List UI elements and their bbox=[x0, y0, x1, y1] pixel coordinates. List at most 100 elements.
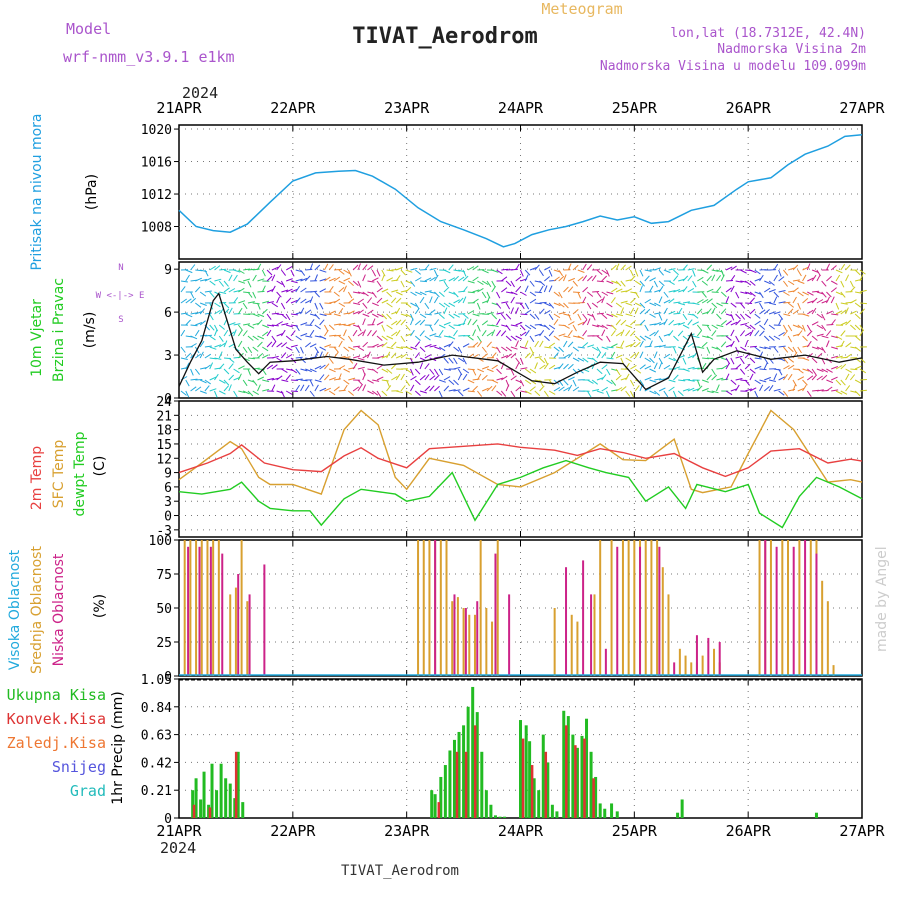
wind-arrow bbox=[424, 354, 432, 359]
wind-arrow bbox=[567, 352, 573, 359]
wind-arrow bbox=[477, 341, 483, 348]
wind-arrow bbox=[821, 368, 829, 373]
wind-arrow bbox=[639, 319, 646, 326]
wind-arrow bbox=[367, 309, 374, 315]
wind-arrow bbox=[682, 313, 688, 321]
wind-arrow bbox=[223, 329, 229, 337]
ytick-label: 0.42 bbox=[141, 756, 172, 771]
wind-arrow bbox=[582, 286, 589, 293]
wind-arrow bbox=[601, 374, 607, 381]
wind-arrow bbox=[821, 324, 827, 331]
wind-arrow bbox=[759, 346, 767, 350]
cloud-bar bbox=[468, 614, 471, 676]
wind-arrow bbox=[333, 298, 341, 304]
wind-arrow bbox=[477, 280, 484, 286]
wind-arrow bbox=[500, 330, 507, 337]
wind-arrow bbox=[840, 309, 847, 315]
wind-arrow bbox=[725, 287, 732, 293]
wind-arrow bbox=[285, 313, 291, 321]
wind-arrow bbox=[472, 276, 479, 282]
wind-arrow bbox=[720, 341, 727, 348]
wind-arrow bbox=[596, 298, 603, 304]
wind-arrow bbox=[243, 278, 251, 282]
wind-arrow bbox=[391, 375, 398, 381]
precip-bar-total bbox=[241, 802, 245, 818]
wind-arrow bbox=[372, 302, 379, 307]
wind-arrow bbox=[644, 335, 652, 340]
wind-arrow bbox=[347, 291, 353, 299]
wind-arrow bbox=[855, 291, 863, 294]
panel-frame-temperature bbox=[178, 400, 863, 538]
wind-arrow bbox=[214, 344, 222, 348]
wind-arrow bbox=[338, 269, 345, 275]
wind-arrow bbox=[362, 354, 370, 359]
wind-arrow bbox=[520, 331, 527, 337]
wind-arrow bbox=[778, 313, 784, 320]
wind-arrow bbox=[453, 275, 459, 282]
wind-arrow bbox=[491, 329, 496, 337]
wind-arrow bbox=[204, 334, 212, 337]
wind-arrow bbox=[739, 357, 745, 365]
wind-arrow bbox=[261, 331, 269, 337]
wind-arrow bbox=[802, 379, 808, 386]
wind-arrow bbox=[654, 378, 662, 381]
wind-arrow bbox=[524, 324, 532, 330]
wind-arrow bbox=[376, 390, 382, 398]
wind-arrow bbox=[448, 264, 454, 271]
wind-arrow bbox=[539, 385, 545, 392]
wind-arrow bbox=[797, 387, 805, 392]
precip-bar-total bbox=[594, 776, 598, 818]
wind-arrow bbox=[420, 269, 428, 271]
wind-arrow bbox=[185, 298, 192, 304]
wind-compass: W <-|-> E bbox=[96, 291, 145, 301]
wind-arrow bbox=[845, 342, 852, 348]
wind-arrow bbox=[859, 269, 866, 275]
precip-bar-convective bbox=[192, 804, 196, 818]
wind-arrow bbox=[630, 275, 636, 282]
wind-arrow bbox=[601, 352, 607, 359]
wind-arrow bbox=[687, 268, 695, 271]
wind-arrow bbox=[238, 300, 246, 304]
wind-arrow bbox=[424, 277, 432, 282]
wind-arrow bbox=[395, 354, 403, 359]
wind-arrow bbox=[678, 379, 686, 382]
wind-arrow bbox=[601, 386, 608, 392]
cloud-bar bbox=[209, 546, 212, 676]
wind-arrow bbox=[835, 355, 843, 359]
wind-arrow bbox=[467, 390, 475, 393]
wind-arrow bbox=[228, 384, 232, 392]
wind-arrow bbox=[348, 310, 355, 315]
wind-arrow bbox=[324, 329, 329, 337]
wind-arrow bbox=[668, 330, 674, 337]
wind-arrow bbox=[673, 312, 681, 315]
wind-arrow bbox=[410, 368, 414, 376]
wind-arrow bbox=[185, 274, 190, 282]
wind-arrow bbox=[481, 374, 488, 381]
wind-arrow bbox=[625, 357, 632, 362]
wind-arrow bbox=[682, 264, 688, 271]
wind-arrow bbox=[849, 374, 856, 381]
wind-arrow bbox=[816, 389, 824, 392]
wind-arrow bbox=[553, 335, 560, 341]
wind-arrow bbox=[400, 313, 408, 317]
wind-arrow bbox=[539, 340, 544, 348]
precip-bar-total bbox=[484, 790, 488, 818]
wind-arrow bbox=[678, 289, 685, 293]
wind-arrow bbox=[658, 344, 666, 348]
wind-arrow bbox=[754, 330, 760, 337]
wind-arrow bbox=[658, 296, 663, 304]
wind-arrow bbox=[190, 378, 198, 381]
wind-arrow bbox=[825, 340, 830, 348]
wind-arrow bbox=[763, 309, 770, 315]
wind-arrow bbox=[754, 278, 762, 282]
xtick-label-top: 27APR bbox=[839, 99, 885, 117]
wind-arrow bbox=[505, 346, 513, 352]
wind-arrow bbox=[237, 307, 243, 315]
cloud-bar bbox=[644, 540, 647, 676]
wind-arrow bbox=[654, 312, 662, 315]
wind-arrow bbox=[529, 324, 537, 330]
wind-arrow bbox=[610, 324, 617, 331]
wind-arrow bbox=[472, 329, 477, 337]
wind-arrow bbox=[295, 378, 303, 381]
wind-arrow bbox=[324, 374, 330, 381]
